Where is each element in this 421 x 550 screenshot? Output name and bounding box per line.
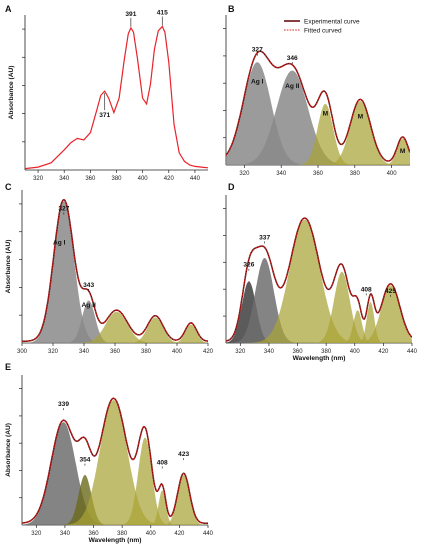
x-tick-label: 400 — [387, 171, 398, 177]
x-tick-label: 320 — [235, 349, 246, 355]
annotation-391: 391 — [125, 11, 136, 18]
x-tick-label: 400 — [146, 531, 157, 537]
x-axis-label: Wavelength (nm) — [293, 355, 346, 362]
x-tick-label: 380 — [321, 349, 332, 355]
x-tick-label: 380 — [111, 176, 122, 182]
annotation-343: 343 — [83, 282, 94, 289]
x-tick-label: 420 — [164, 176, 175, 182]
annotation-m: M — [400, 148, 406, 155]
legend-fitted: Fitted curved — [304, 27, 342, 34]
gaussian-component-339 — [22, 422, 208, 525]
x-tick-label: 360 — [110, 349, 121, 355]
gaussian-component-386 — [22, 317, 208, 343]
x-tick-label: 360 — [85, 176, 96, 182]
x-tick-label: 400 — [172, 349, 183, 355]
x-tick-label: 380 — [141, 349, 152, 355]
fitted-curve — [22, 397, 208, 524]
gaussian-component-337 — [226, 258, 412, 343]
gaussian-component-383 — [226, 101, 410, 165]
x-tick-label: 340 — [79, 349, 90, 355]
x-tick-label: 360 — [313, 171, 324, 177]
annotation-ag-ii: Ag II — [82, 302, 96, 309]
panel-a: A 320 340 360 380 400 420 440 Absorbance (AU) 371… — [5, 4, 208, 182]
x-tick-label: 340 — [60, 531, 71, 537]
x-tick-label: 380 — [117, 531, 128, 537]
x-tick-label: 420 — [378, 349, 389, 355]
panel-d: D 320 340 360 380 400 420 440 Wavelength (nm) 326… — [223, 182, 418, 362]
gaussian-component-406 — [226, 138, 410, 165]
annotation-423: 423 — [178, 451, 189, 458]
annotation-ag-ii: Ag II — [285, 83, 299, 90]
annotation-337: 337 — [259, 234, 270, 241]
panel-label: C — [5, 182, 12, 192]
gaussian-component-346 — [226, 70, 410, 165]
annotation-m: M — [358, 113, 364, 120]
annotation-425: 425 — [385, 288, 396, 295]
x-tick-label: 440 — [203, 531, 214, 537]
gaussian-component-425 — [226, 285, 412, 343]
annotation-408: 408 — [157, 459, 168, 466]
x-tick-label: 320 — [239, 171, 250, 177]
x-tick-label: 300 — [17, 349, 28, 355]
gaussian-component-408 — [22, 490, 208, 525]
x-tick-label: 360 — [293, 349, 304, 355]
annotation-ag-i: Ag I — [251, 79, 264, 86]
annotation-346: 346 — [287, 55, 298, 62]
annotation-339: 339 — [58, 401, 69, 408]
annotation-408: 408 — [361, 286, 372, 293]
gaussian-component-409 — [22, 324, 208, 343]
x-tick-label: 320 — [31, 531, 42, 537]
annotation-327: 327 — [58, 206, 69, 213]
fitted-curve — [22, 199, 208, 342]
x-axis-label: Wavelength (nm) — [89, 537, 142, 544]
absorbance-line — [25, 25, 208, 170]
panel-label: A — [5, 4, 12, 14]
annotation-327: 327 — [252, 47, 263, 54]
x-tick-label: 340 — [276, 171, 287, 177]
y-axis-label: Absorbance (AU) — [5, 240, 12, 294]
x-tick-label: 380 — [350, 171, 361, 177]
fitted-curve — [226, 50, 410, 162]
gaussian-component-411 — [226, 301, 412, 343]
panel-label: B — [228, 4, 235, 14]
panel-label: E — [5, 362, 11, 372]
x-tick-label: 320 — [48, 349, 59, 355]
gaussian-component-365 — [226, 219, 412, 343]
gaussian-component-327 — [22, 201, 208, 343]
panel-b: B 320 340 360 380 400 327 346 Ag I Ag II M M M Experi… — [223, 4, 410, 177]
annotation-371: 371 — [99, 112, 110, 119]
annotation-415: 415 — [157, 9, 168, 16]
x-tick-label: 440 — [190, 176, 201, 182]
x-tick-label: 340 — [59, 176, 70, 182]
x-tick-label: 420 — [203, 349, 214, 355]
annotation-m: M — [323, 111, 329, 118]
annotation-354: 354 — [79, 457, 90, 464]
x-tick-label: 400 — [138, 176, 149, 182]
gaussian-component-361 — [22, 311, 208, 343]
x-tick-label: 440 — [407, 349, 418, 355]
x-tick-label: 340 — [264, 349, 275, 355]
gaussian-component-364 — [226, 103, 410, 165]
y-axis-label: Absorbance (AU) — [5, 423, 12, 477]
x-tick-label: 420 — [174, 531, 185, 537]
y-axis-label: Absorbance (AU) — [8, 66, 15, 120]
panel-e: E 320 340 360 380 400 420 440 Absorbance (AU) Wav… — [5, 362, 214, 544]
x-tick-label: 320 — [33, 176, 44, 182]
annotation-ag-i: Ag I — [53, 240, 66, 247]
annotation-326: 326 — [243, 262, 254, 269]
panel-c: C 300 320 340 360 380 400 420 Absorbance (AU) 327… — [5, 182, 214, 355]
x-tick-label: 360 — [89, 531, 100, 537]
gaussian-component-374 — [22, 400, 208, 525]
x-tick-label: 400 — [350, 349, 361, 355]
legend-experimental: Experimental curve — [304, 18, 360, 25]
panel-label: D — [228, 182, 235, 192]
gaussian-component-423 — [22, 475, 208, 525]
fitted-curve — [226, 217, 412, 342]
